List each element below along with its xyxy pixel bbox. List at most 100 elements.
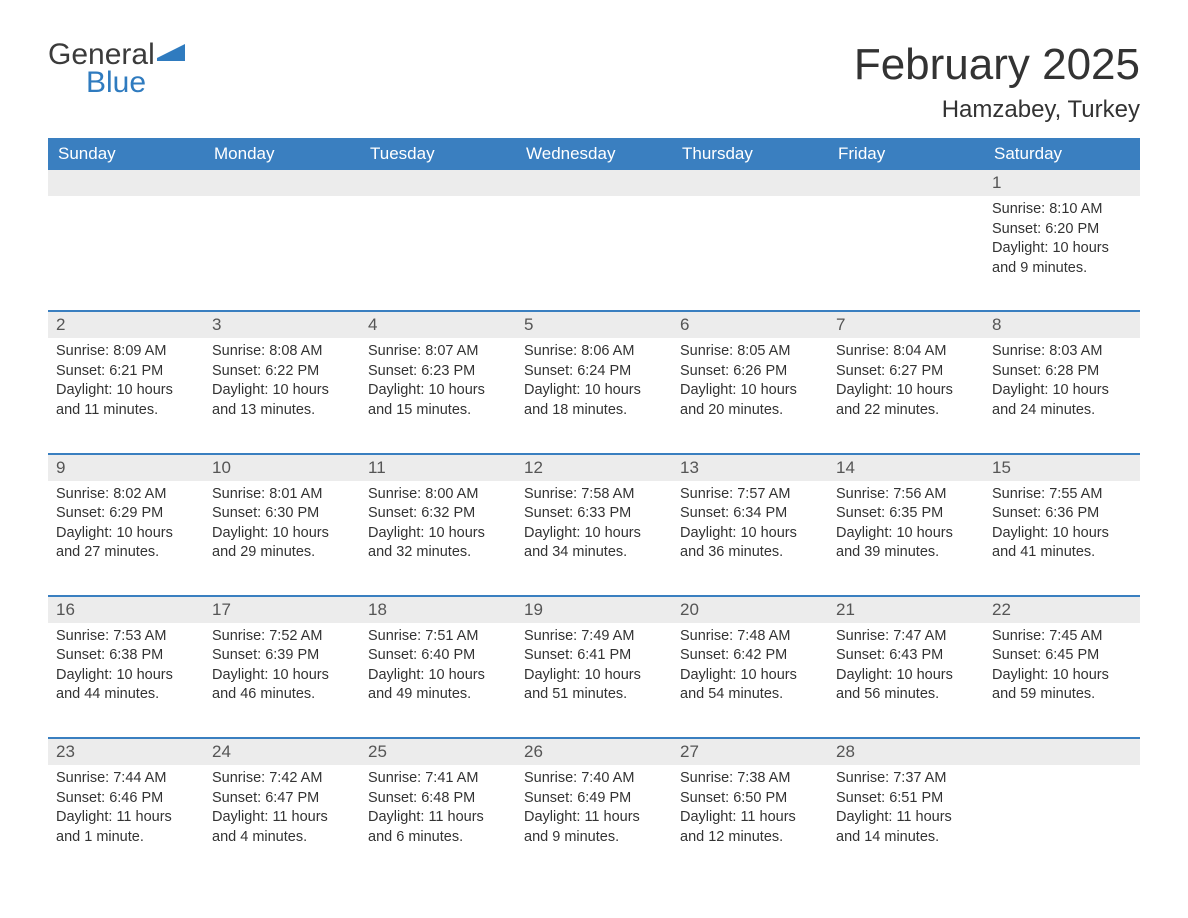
daylight-line: Daylight: 10 hours and 46 minutes. xyxy=(212,666,352,705)
sunset-line: Sunset: 6:28 PM xyxy=(992,362,1132,382)
day-cell: Sunrise: 7:57 AMSunset: 6:34 PMDaylight:… xyxy=(672,481,828,571)
sunrise-line: Sunrise: 7:41 AM xyxy=(368,769,508,789)
daylight-line: Daylight: 10 hours and 41 minutes. xyxy=(992,524,1132,563)
sunrise-line: Sunrise: 8:06 AM xyxy=(524,342,664,362)
day-number xyxy=(516,170,672,196)
daylight-line: Daylight: 10 hours and 39 minutes. xyxy=(836,524,976,563)
day-cell: Sunrise: 8:02 AMSunset: 6:29 PMDaylight:… xyxy=(48,481,204,571)
logo: General Blue xyxy=(48,40,185,96)
sunset-line: Sunset: 6:41 PM xyxy=(524,646,664,666)
sunrise-line: Sunrise: 8:01 AM xyxy=(212,485,352,505)
month-title: February 2025 xyxy=(854,40,1140,90)
sunset-line: Sunset: 6:50 PM xyxy=(680,789,820,809)
day-cell: Sunrise: 7:37 AMSunset: 6:51 PMDaylight:… xyxy=(828,765,984,855)
day-cell: Sunrise: 7:44 AMSunset: 6:46 PMDaylight:… xyxy=(48,765,204,855)
daylight-line: Daylight: 11 hours and 4 minutes. xyxy=(212,808,352,847)
daylight-line: Daylight: 10 hours and 59 minutes. xyxy=(992,666,1132,705)
sunset-line: Sunset: 6:30 PM xyxy=(212,504,352,524)
logo-text: General Blue xyxy=(48,40,155,96)
day-body-row: Sunrise: 8:02 AMSunset: 6:29 PMDaylight:… xyxy=(48,481,1140,571)
title-block: February 2025 Hamzabey, Turkey xyxy=(854,40,1140,124)
day-number xyxy=(984,739,1140,765)
sunset-line: Sunset: 6:23 PM xyxy=(368,362,508,382)
daylight-line: Daylight: 10 hours and 49 minutes. xyxy=(368,666,508,705)
daynum-row: 16171819202122 xyxy=(48,597,1140,623)
day-cell: Sunrise: 7:40 AMSunset: 6:49 PMDaylight:… xyxy=(516,765,672,855)
day-cell: Sunrise: 7:38 AMSunset: 6:50 PMDaylight:… xyxy=(672,765,828,855)
sunrise-line: Sunrise: 7:42 AM xyxy=(212,769,352,789)
day-number: 18 xyxy=(360,597,516,623)
day-number: 20 xyxy=(672,597,828,623)
daylight-line: Daylight: 11 hours and 6 minutes. xyxy=(368,808,508,847)
day-cell: Sunrise: 7:55 AMSunset: 6:36 PMDaylight:… xyxy=(984,481,1140,571)
day-cell: Sunrise: 7:49 AMSunset: 6:41 PMDaylight:… xyxy=(516,623,672,713)
weekday-header: Thursday xyxy=(672,138,828,170)
day-number: 8 xyxy=(984,312,1140,338)
day-cell: Sunrise: 7:42 AMSunset: 6:47 PMDaylight:… xyxy=(204,765,360,855)
day-number: 11 xyxy=(360,455,516,481)
daynum-row: 9101112131415 xyxy=(48,455,1140,481)
day-cell: Sunrise: 8:09 AMSunset: 6:21 PMDaylight:… xyxy=(48,338,204,428)
day-number: 23 xyxy=(48,739,204,765)
day-cell: Sunrise: 7:48 AMSunset: 6:42 PMDaylight:… xyxy=(672,623,828,713)
weekday-header: Saturday xyxy=(984,138,1140,170)
weeks-container: 1Sunrise: 8:10 AMSunset: 6:20 PMDaylight… xyxy=(48,170,1140,855)
day-number: 7 xyxy=(828,312,984,338)
day-number: 9 xyxy=(48,455,204,481)
header-section: General Blue February 2025 Hamzabey, Tur… xyxy=(48,40,1140,124)
daynum-row: 232425262728 xyxy=(48,739,1140,765)
day-cell: Sunrise: 8:10 AMSunset: 6:20 PMDaylight:… xyxy=(984,196,1140,286)
daynum-row: 1 xyxy=(48,170,1140,196)
sunrise-line: Sunrise: 8:07 AM xyxy=(368,342,508,362)
daylight-line: Daylight: 10 hours and 44 minutes. xyxy=(56,666,196,705)
day-number: 4 xyxy=(360,312,516,338)
daylight-line: Daylight: 10 hours and 20 minutes. xyxy=(680,381,820,420)
sunset-line: Sunset: 6:35 PM xyxy=(836,504,976,524)
day-number: 3 xyxy=(204,312,360,338)
day-number xyxy=(360,170,516,196)
sunrise-line: Sunrise: 7:38 AM xyxy=(680,769,820,789)
day-number: 14 xyxy=(828,455,984,481)
day-number: 13 xyxy=(672,455,828,481)
sunrise-line: Sunrise: 7:48 AM xyxy=(680,627,820,647)
daylight-line: Daylight: 11 hours and 14 minutes. xyxy=(836,808,976,847)
weekday-header: Sunday xyxy=(48,138,204,170)
sunset-line: Sunset: 6:32 PM xyxy=(368,504,508,524)
weekday-header: Wednesday xyxy=(516,138,672,170)
flag-icon xyxy=(157,44,185,64)
day-cell: Sunrise: 8:08 AMSunset: 6:22 PMDaylight:… xyxy=(204,338,360,428)
day-number xyxy=(828,170,984,196)
day-cell xyxy=(360,196,516,286)
daylight-line: Daylight: 11 hours and 12 minutes. xyxy=(680,808,820,847)
daylight-line: Daylight: 10 hours and 32 minutes. xyxy=(368,524,508,563)
day-body-row: Sunrise: 7:53 AMSunset: 6:38 PMDaylight:… xyxy=(48,623,1140,713)
sunrise-line: Sunrise: 8:08 AM xyxy=(212,342,352,362)
day-number: 16 xyxy=(48,597,204,623)
day-number xyxy=(204,170,360,196)
day-number xyxy=(672,170,828,196)
sunrise-line: Sunrise: 7:55 AM xyxy=(992,485,1132,505)
day-number: 25 xyxy=(360,739,516,765)
sunrise-line: Sunrise: 7:51 AM xyxy=(368,627,508,647)
sunrise-line: Sunrise: 7:40 AM xyxy=(524,769,664,789)
day-cell: Sunrise: 7:45 AMSunset: 6:45 PMDaylight:… xyxy=(984,623,1140,713)
sunrise-line: Sunrise: 7:47 AM xyxy=(836,627,976,647)
sunrise-line: Sunrise: 7:56 AM xyxy=(836,485,976,505)
day-cell xyxy=(984,765,1140,855)
day-cell: Sunrise: 8:00 AMSunset: 6:32 PMDaylight:… xyxy=(360,481,516,571)
day-number: 6 xyxy=(672,312,828,338)
sunset-line: Sunset: 6:22 PM xyxy=(212,362,352,382)
sunset-line: Sunset: 6:34 PM xyxy=(680,504,820,524)
day-cell: Sunrise: 7:53 AMSunset: 6:38 PMDaylight:… xyxy=(48,623,204,713)
day-cell xyxy=(672,196,828,286)
day-cell: Sunrise: 8:07 AMSunset: 6:23 PMDaylight:… xyxy=(360,338,516,428)
sunrise-line: Sunrise: 8:09 AM xyxy=(56,342,196,362)
sunset-line: Sunset: 6:29 PM xyxy=(56,504,196,524)
week-row: 16171819202122Sunrise: 7:53 AMSunset: 6:… xyxy=(48,595,1140,713)
day-cell xyxy=(828,196,984,286)
sunset-line: Sunset: 6:51 PM xyxy=(836,789,976,809)
sunrise-line: Sunrise: 8:05 AM xyxy=(680,342,820,362)
sunset-line: Sunset: 6:47 PM xyxy=(212,789,352,809)
day-number: 2 xyxy=(48,312,204,338)
daylight-line: Daylight: 10 hours and 18 minutes. xyxy=(524,381,664,420)
